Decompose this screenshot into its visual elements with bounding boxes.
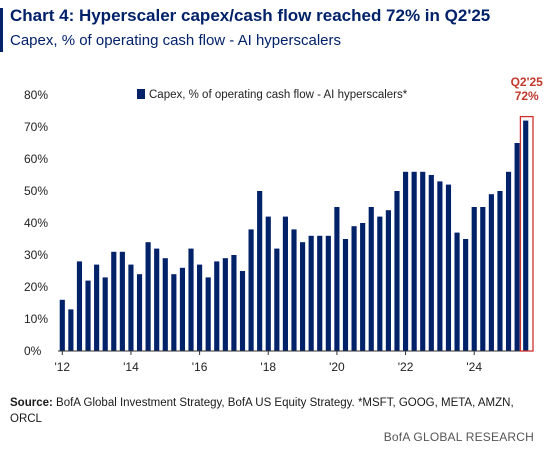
bar bbox=[300, 242, 306, 351]
annotation-period: Q2'25 bbox=[511, 76, 544, 89]
bar bbox=[505, 171, 512, 351]
y-tick-label: 50% bbox=[24, 184, 48, 198]
bar bbox=[437, 181, 443, 351]
bar bbox=[342, 239, 349, 351]
bar bbox=[471, 207, 477, 351]
title-accent-bar bbox=[0, 8, 3, 52]
bar bbox=[454, 232, 460, 351]
y-tick-label: 70% bbox=[24, 120, 48, 134]
bar bbox=[162, 258, 168, 351]
x-tick-label: '18 bbox=[260, 360, 276, 374]
bar bbox=[102, 277, 108, 351]
bar bbox=[377, 216, 383, 351]
bar bbox=[411, 171, 417, 351]
y-tick-label: 40% bbox=[24, 216, 48, 230]
x-tick-label: '12 bbox=[54, 360, 70, 374]
bar bbox=[351, 226, 357, 351]
x-tick-label: '20 bbox=[329, 360, 345, 374]
source-text: BofA Global Investment Strategy, BofA US… bbox=[10, 397, 514, 425]
bar bbox=[360, 223, 366, 351]
bar bbox=[136, 274, 143, 351]
bar bbox=[420, 171, 426, 351]
y-tick-label: 0% bbox=[24, 344, 42, 358]
bar bbox=[128, 264, 134, 351]
bar bbox=[368, 207, 374, 351]
bar bbox=[402, 171, 409, 351]
y-tick-label: 80% bbox=[24, 88, 48, 102]
bar bbox=[394, 191, 400, 351]
bar bbox=[145, 242, 151, 351]
bar bbox=[334, 207, 340, 351]
y-tick-label: 20% bbox=[24, 280, 48, 294]
bar bbox=[488, 194, 494, 351]
bar bbox=[480, 207, 486, 351]
bar bbox=[111, 251, 117, 351]
bar bbox=[85, 280, 91, 351]
bar bbox=[94, 264, 100, 351]
bar bbox=[154, 248, 160, 351]
x-tick-label: '22 bbox=[398, 360, 414, 374]
bar bbox=[523, 120, 529, 351]
bar bbox=[282, 216, 288, 351]
legend-label: Capex, % of operating cash flow - AI hyp… bbox=[149, 89, 408, 101]
bar bbox=[188, 248, 194, 351]
bar bbox=[428, 175, 434, 351]
bar bbox=[274, 248, 280, 351]
chart-subtitle: Capex, % of operating cash flow - AI hyp… bbox=[10, 32, 341, 49]
x-tick-label: '24 bbox=[466, 360, 482, 374]
bar bbox=[514, 143, 520, 351]
bar bbox=[239, 271, 246, 351]
y-tick-label: 10% bbox=[24, 312, 48, 326]
y-tick-label: 60% bbox=[24, 152, 48, 166]
bar bbox=[325, 235, 331, 351]
bar bbox=[171, 274, 177, 351]
annotation-value: 72% bbox=[515, 89, 539, 103]
source-note: Source: BofA Global Investment Strategy,… bbox=[10, 395, 530, 427]
bar bbox=[265, 216, 271, 351]
bar bbox=[445, 184, 452, 351]
bar bbox=[214, 261, 220, 351]
bar bbox=[497, 191, 503, 351]
bar bbox=[76, 261, 83, 351]
bar bbox=[59, 299, 65, 351]
bar bbox=[317, 235, 323, 351]
bar bbox=[179, 267, 186, 351]
bar bbox=[308, 235, 314, 351]
highlight-box bbox=[519, 115, 534, 352]
brand-footer: BofA GLOBAL RESEARCH bbox=[383, 430, 534, 444]
bar bbox=[463, 239, 469, 351]
bar bbox=[231, 255, 237, 351]
bar bbox=[385, 210, 391, 351]
bar bbox=[205, 277, 211, 351]
bar bbox=[68, 309, 74, 351]
x-tick-label: '16 bbox=[192, 360, 208, 374]
bar bbox=[197, 264, 203, 351]
bar bbox=[257, 191, 263, 351]
bar bbox=[248, 229, 254, 351]
x-tick-label: '14 bbox=[123, 360, 139, 374]
bar-chart: 0% 10% 20% 30% 40% 50% 60% 70% 80% '12 '14 '16 '18 '2… bbox=[24, 76, 544, 374]
chart-title: Chart 4: Hyperscaler capex/cash flow rea… bbox=[10, 6, 491, 25]
bar bbox=[222, 258, 228, 351]
legend-swatch bbox=[137, 89, 145, 99]
y-tick-label: 30% bbox=[24, 248, 48, 262]
source-label: Source: bbox=[10, 397, 53, 409]
bar bbox=[119, 251, 125, 351]
bar bbox=[291, 229, 297, 351]
